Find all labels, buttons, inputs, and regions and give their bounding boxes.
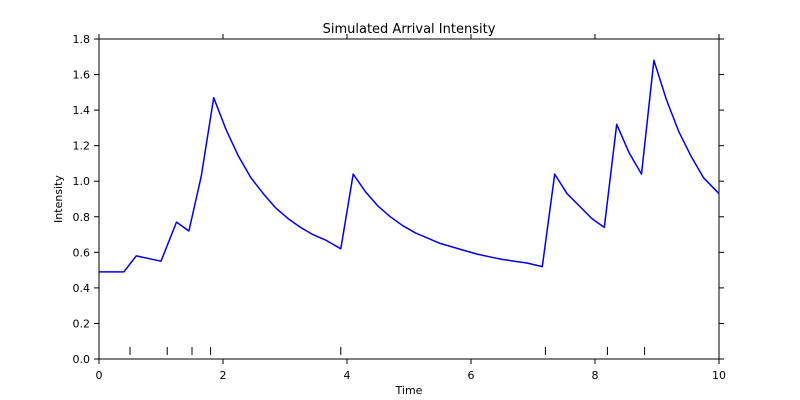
y-tick-label: 0.6 (73, 246, 91, 259)
y-tick-label: 1.8 (73, 33, 91, 46)
x-tick-label: 8 (592, 369, 599, 382)
y-axis-title: Intensity (52, 175, 65, 223)
chart-title: Simulated Arrival Intensity (323, 22, 496, 37)
y-tick-label: 1.6 (73, 69, 91, 82)
x-axis-title: Time (395, 384, 423, 397)
x-tick-label: 10 (712, 369, 726, 382)
y-tick-label: 1.2 (73, 140, 91, 153)
y-tick-label: 0.8 (73, 211, 91, 224)
x-tick-label: 2 (220, 369, 227, 382)
x-tick-label: 6 (468, 369, 475, 382)
intensity-line (99, 59, 720, 273)
plot-frame (98, 38, 720, 360)
x-tick-label: 4 (344, 369, 351, 382)
x-tick-label: 0 (96, 369, 103, 382)
y-tick-label: 1.4 (73, 104, 91, 117)
y-tick-label: 1.0 (73, 175, 91, 188)
y-tick-label: 0.2 (73, 317, 91, 330)
y-tick-label: 0.0 (73, 353, 91, 366)
plot-area: 0 2 4 6 8 10 0.0 0.2 0.4 0.6 0.8 1.0 1.2 1.4 1.6 1.8 (73, 33, 727, 382)
y-tick-label: 0.4 (73, 282, 91, 295)
